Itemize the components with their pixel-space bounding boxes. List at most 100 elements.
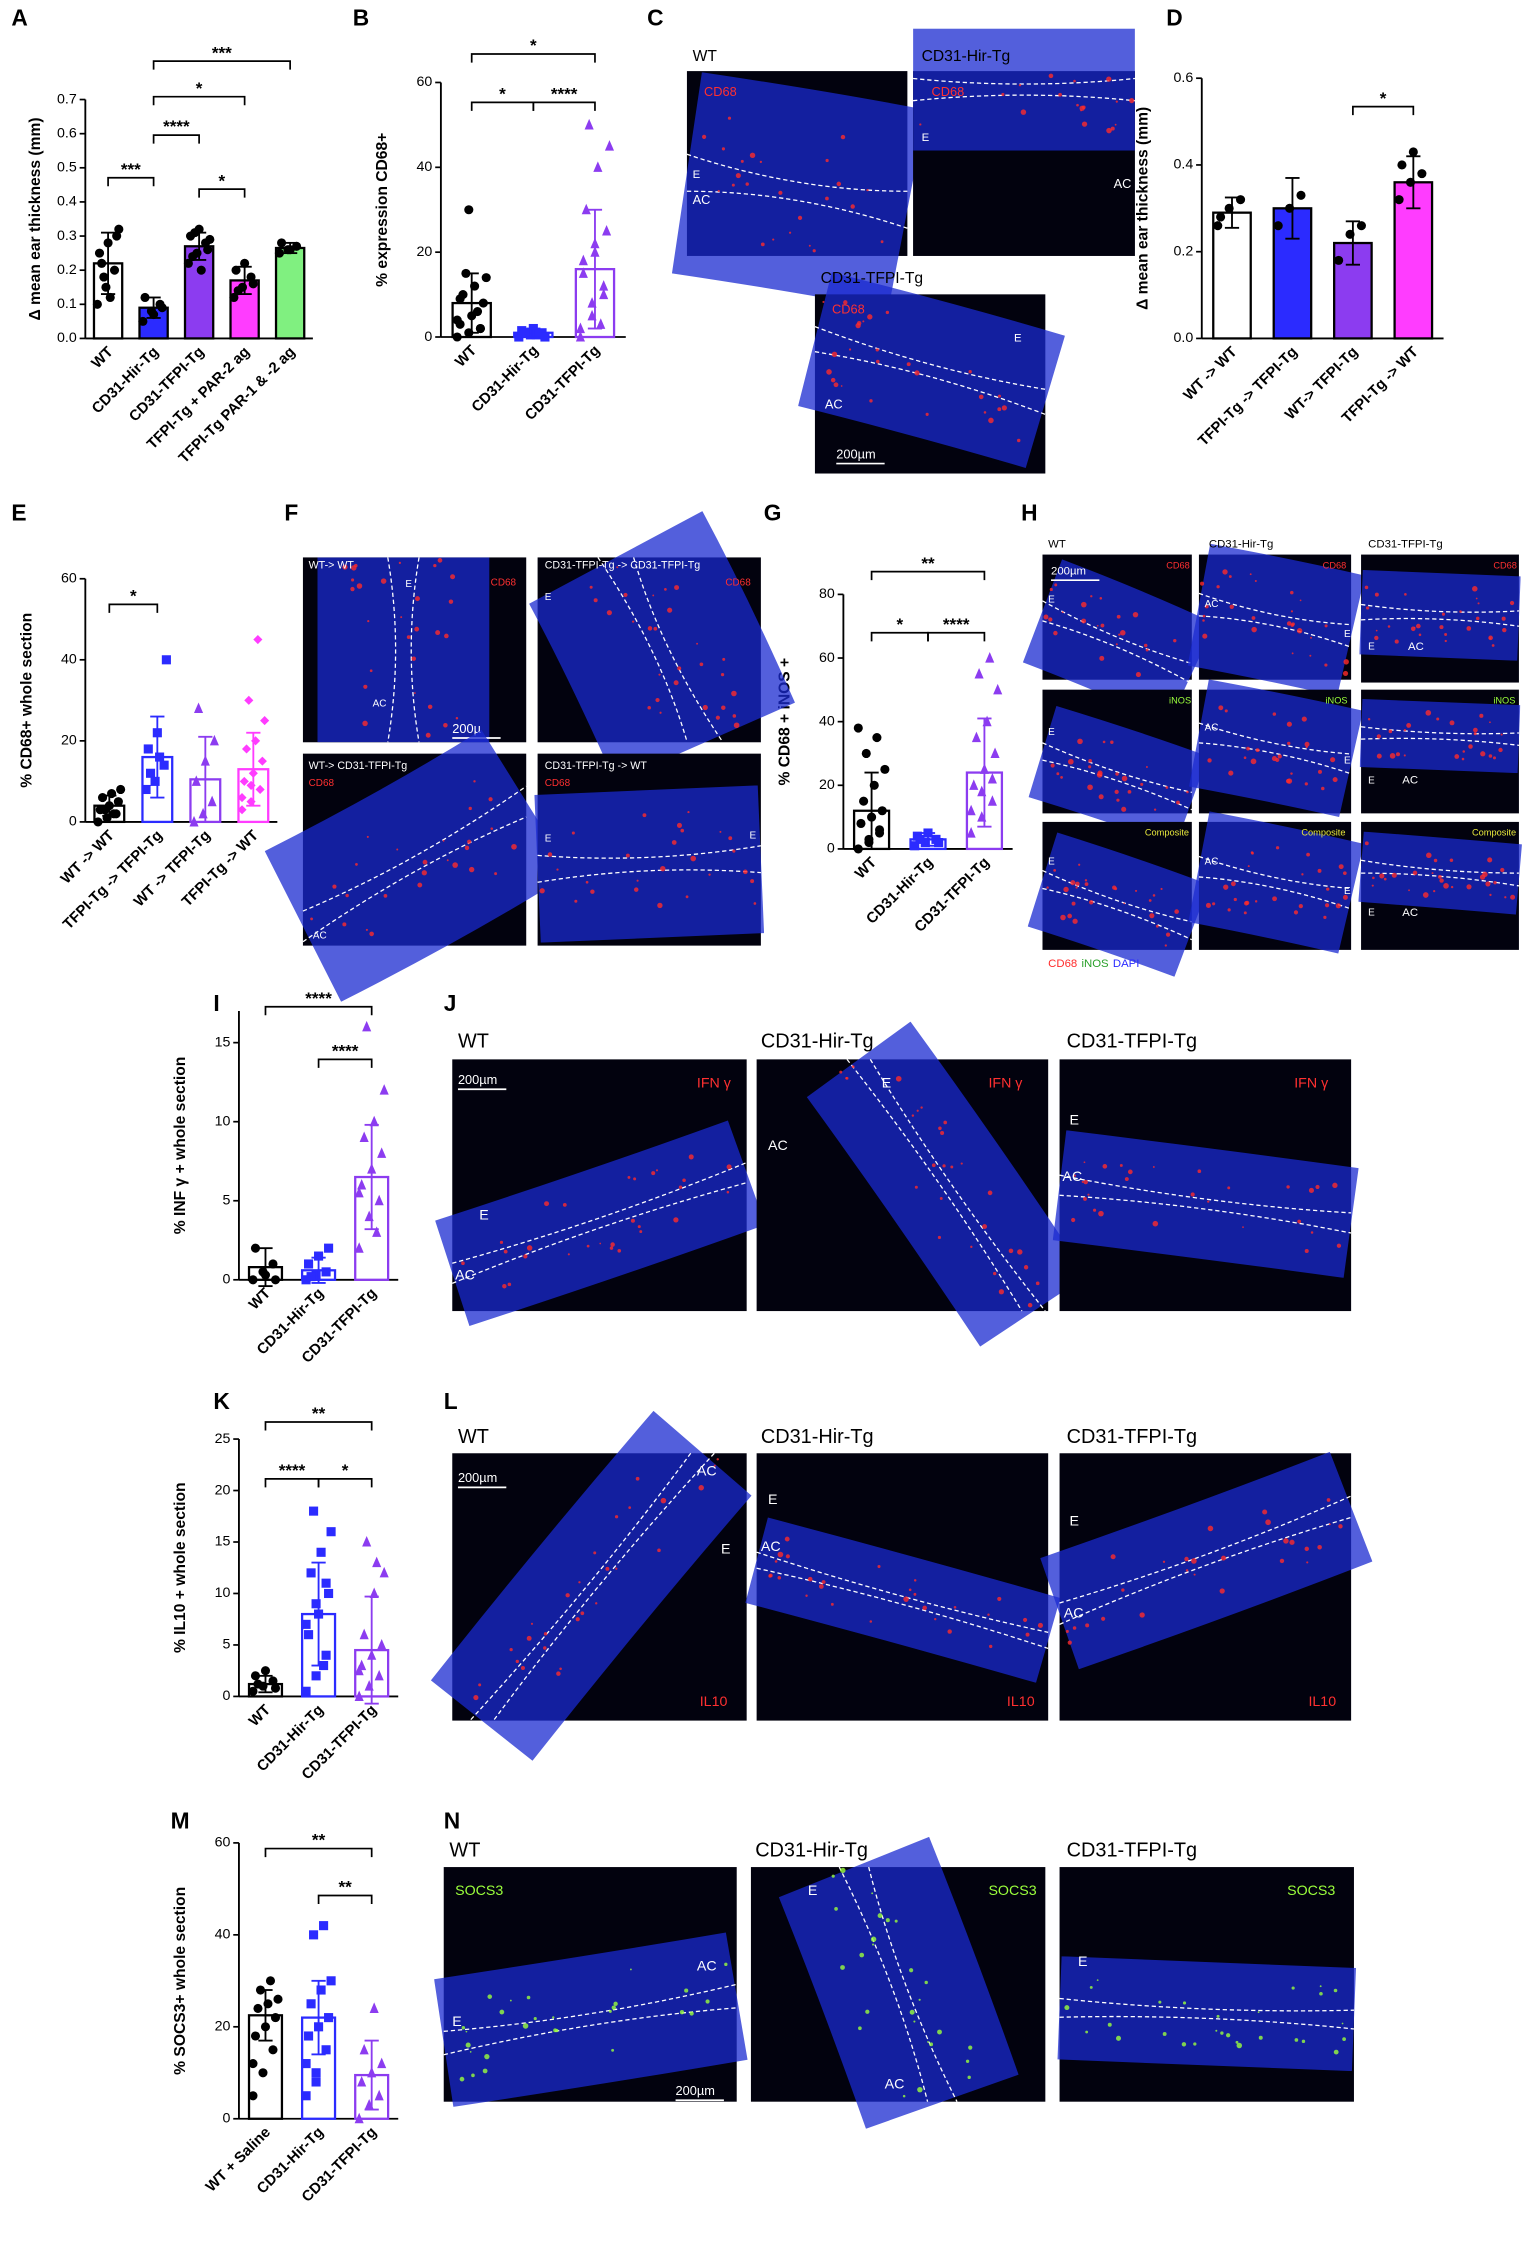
stain-speck	[1371, 884, 1374, 887]
stain-speck	[1290, 772, 1293, 775]
data-point	[969, 779, 979, 790]
stain-speck	[435, 630, 441, 636]
stain-speck	[465, 2042, 471, 2048]
stain-speck	[571, 831, 575, 835]
stain-speck	[1258, 2035, 1263, 2040]
image-label: E	[1048, 595, 1055, 606]
stain-speck	[917, 2086, 923, 2093]
data-point	[369, 1115, 379, 1127]
stain-speck	[1272, 896, 1277, 902]
stain-speck	[1017, 1249, 1023, 1255]
y-tick-label: 0.6	[1173, 70, 1193, 86]
stain-speck	[1367, 718, 1371, 721]
data-point	[248, 1275, 258, 1285]
data-point	[1356, 221, 1366, 231]
data-point	[354, 1242, 364, 1253]
stain-speck	[749, 152, 756, 159]
stain-speck	[442, 839, 445, 842]
stain-speck	[1152, 1166, 1155, 1168]
image-label: CD68	[545, 778, 571, 789]
stain-speck	[526, 1635, 532, 1641]
stain-speck	[1306, 852, 1310, 857]
image-label: AC	[1205, 599, 1219, 610]
stain-speck	[1148, 899, 1152, 902]
stain-speck	[1191, 1558, 1197, 1564]
stain-speck	[1309, 654, 1312, 657]
stain-speck	[1333, 2049, 1339, 2055]
stain-speck	[1102, 1164, 1108, 1169]
stain-speck	[1391, 872, 1397, 878]
stain-speck	[869, 399, 873, 403]
image-label: CD68	[1493, 560, 1517, 570]
significance-label: **	[338, 1878, 352, 1897]
data-point	[319, 1921, 329, 1931]
stain-speck	[1315, 1184, 1320, 1190]
stain-speck	[1485, 881, 1491, 887]
y-tick-label: 15	[215, 1034, 231, 1050]
y-tick-label: 5	[222, 1637, 230, 1653]
stain-speck	[1304, 782, 1308, 786]
stain-speck	[1279, 1558, 1285, 1564]
stain-speck	[1272, 712, 1277, 716]
stain-speck	[726, 1190, 730, 1194]
stain-speck	[1185, 1569, 1189, 1572]
data-point	[311, 1270, 321, 1280]
stain-speck	[362, 720, 368, 727]
image-label: Composite	[1301, 828, 1345, 838]
stain-speck	[680, 828, 685, 833]
image-label: E	[808, 1883, 817, 1899]
data-point	[369, 2002, 379, 2013]
stain-speck	[688, 1154, 694, 1160]
stain-speck	[1487, 857, 1493, 863]
stain-speck	[840, 1965, 845, 1970]
stain-speck	[1324, 624, 1328, 628]
stain-speck	[555, 2028, 559, 2033]
stain-speck	[1121, 806, 1127, 812]
micrograph: Composite E AC	[1361, 821, 1519, 950]
stain-speck	[1043, 614, 1049, 620]
stain-speck	[637, 1225, 641, 1229]
stain-speck	[721, 147, 726, 151]
stain-speck	[1098, 794, 1104, 800]
micrograph: WT-> WT CD68 E AC 200µ	[302, 557, 527, 743]
dashed-line	[387, 557, 397, 743]
stain-speck	[1431, 872, 1434, 875]
data-point	[974, 667, 984, 679]
stain-speck	[614, 1515, 619, 1519]
dashed-line	[452, 1182, 747, 1284]
data-point	[248, 279, 258, 289]
dashed-line	[756, 1567, 1049, 1650]
stain-speck	[1083, 1197, 1087, 1201]
data-point	[985, 652, 995, 663]
stain-speck	[1326, 887, 1330, 891]
stain-speck	[1115, 100, 1118, 103]
stain-speck	[452, 862, 458, 868]
stain-speck	[1275, 757, 1280, 763]
stain-speck	[595, 1602, 598, 1605]
stain-speck	[1123, 902, 1126, 905]
image-label: SOCS3	[988, 1883, 1036, 1899]
image-label: E	[1070, 1513, 1079, 1529]
stain-speck	[1087, 784, 1093, 791]
data-point	[143, 744, 153, 754]
data-point	[472, 307, 483, 317]
data-point	[514, 332, 524, 342]
stain-speck	[1088, 765, 1092, 769]
stain-speck	[785, 1554, 790, 1559]
stain-speck	[720, 672, 725, 677]
significance-bracket	[870, 631, 929, 642]
image-label: E	[452, 2014, 461, 2030]
stain-speck	[1501, 616, 1506, 621]
stain-speck	[1075, 881, 1080, 887]
stain-speck	[1236, 2042, 1243, 2049]
stain-speck	[1186, 790, 1189, 794]
image-label: AC	[1205, 856, 1219, 867]
data-point	[372, 1226, 382, 1237]
stain-speck	[1341, 2022, 1344, 2025]
data-point	[602, 224, 612, 236]
y-tick-label: 0	[827, 841, 835, 857]
image-label: AC	[1064, 1606, 1084, 1622]
y-axis-label: Δ mean ear thickness (mm)	[1135, 107, 1152, 310]
stain-speck	[784, 1536, 790, 1542]
